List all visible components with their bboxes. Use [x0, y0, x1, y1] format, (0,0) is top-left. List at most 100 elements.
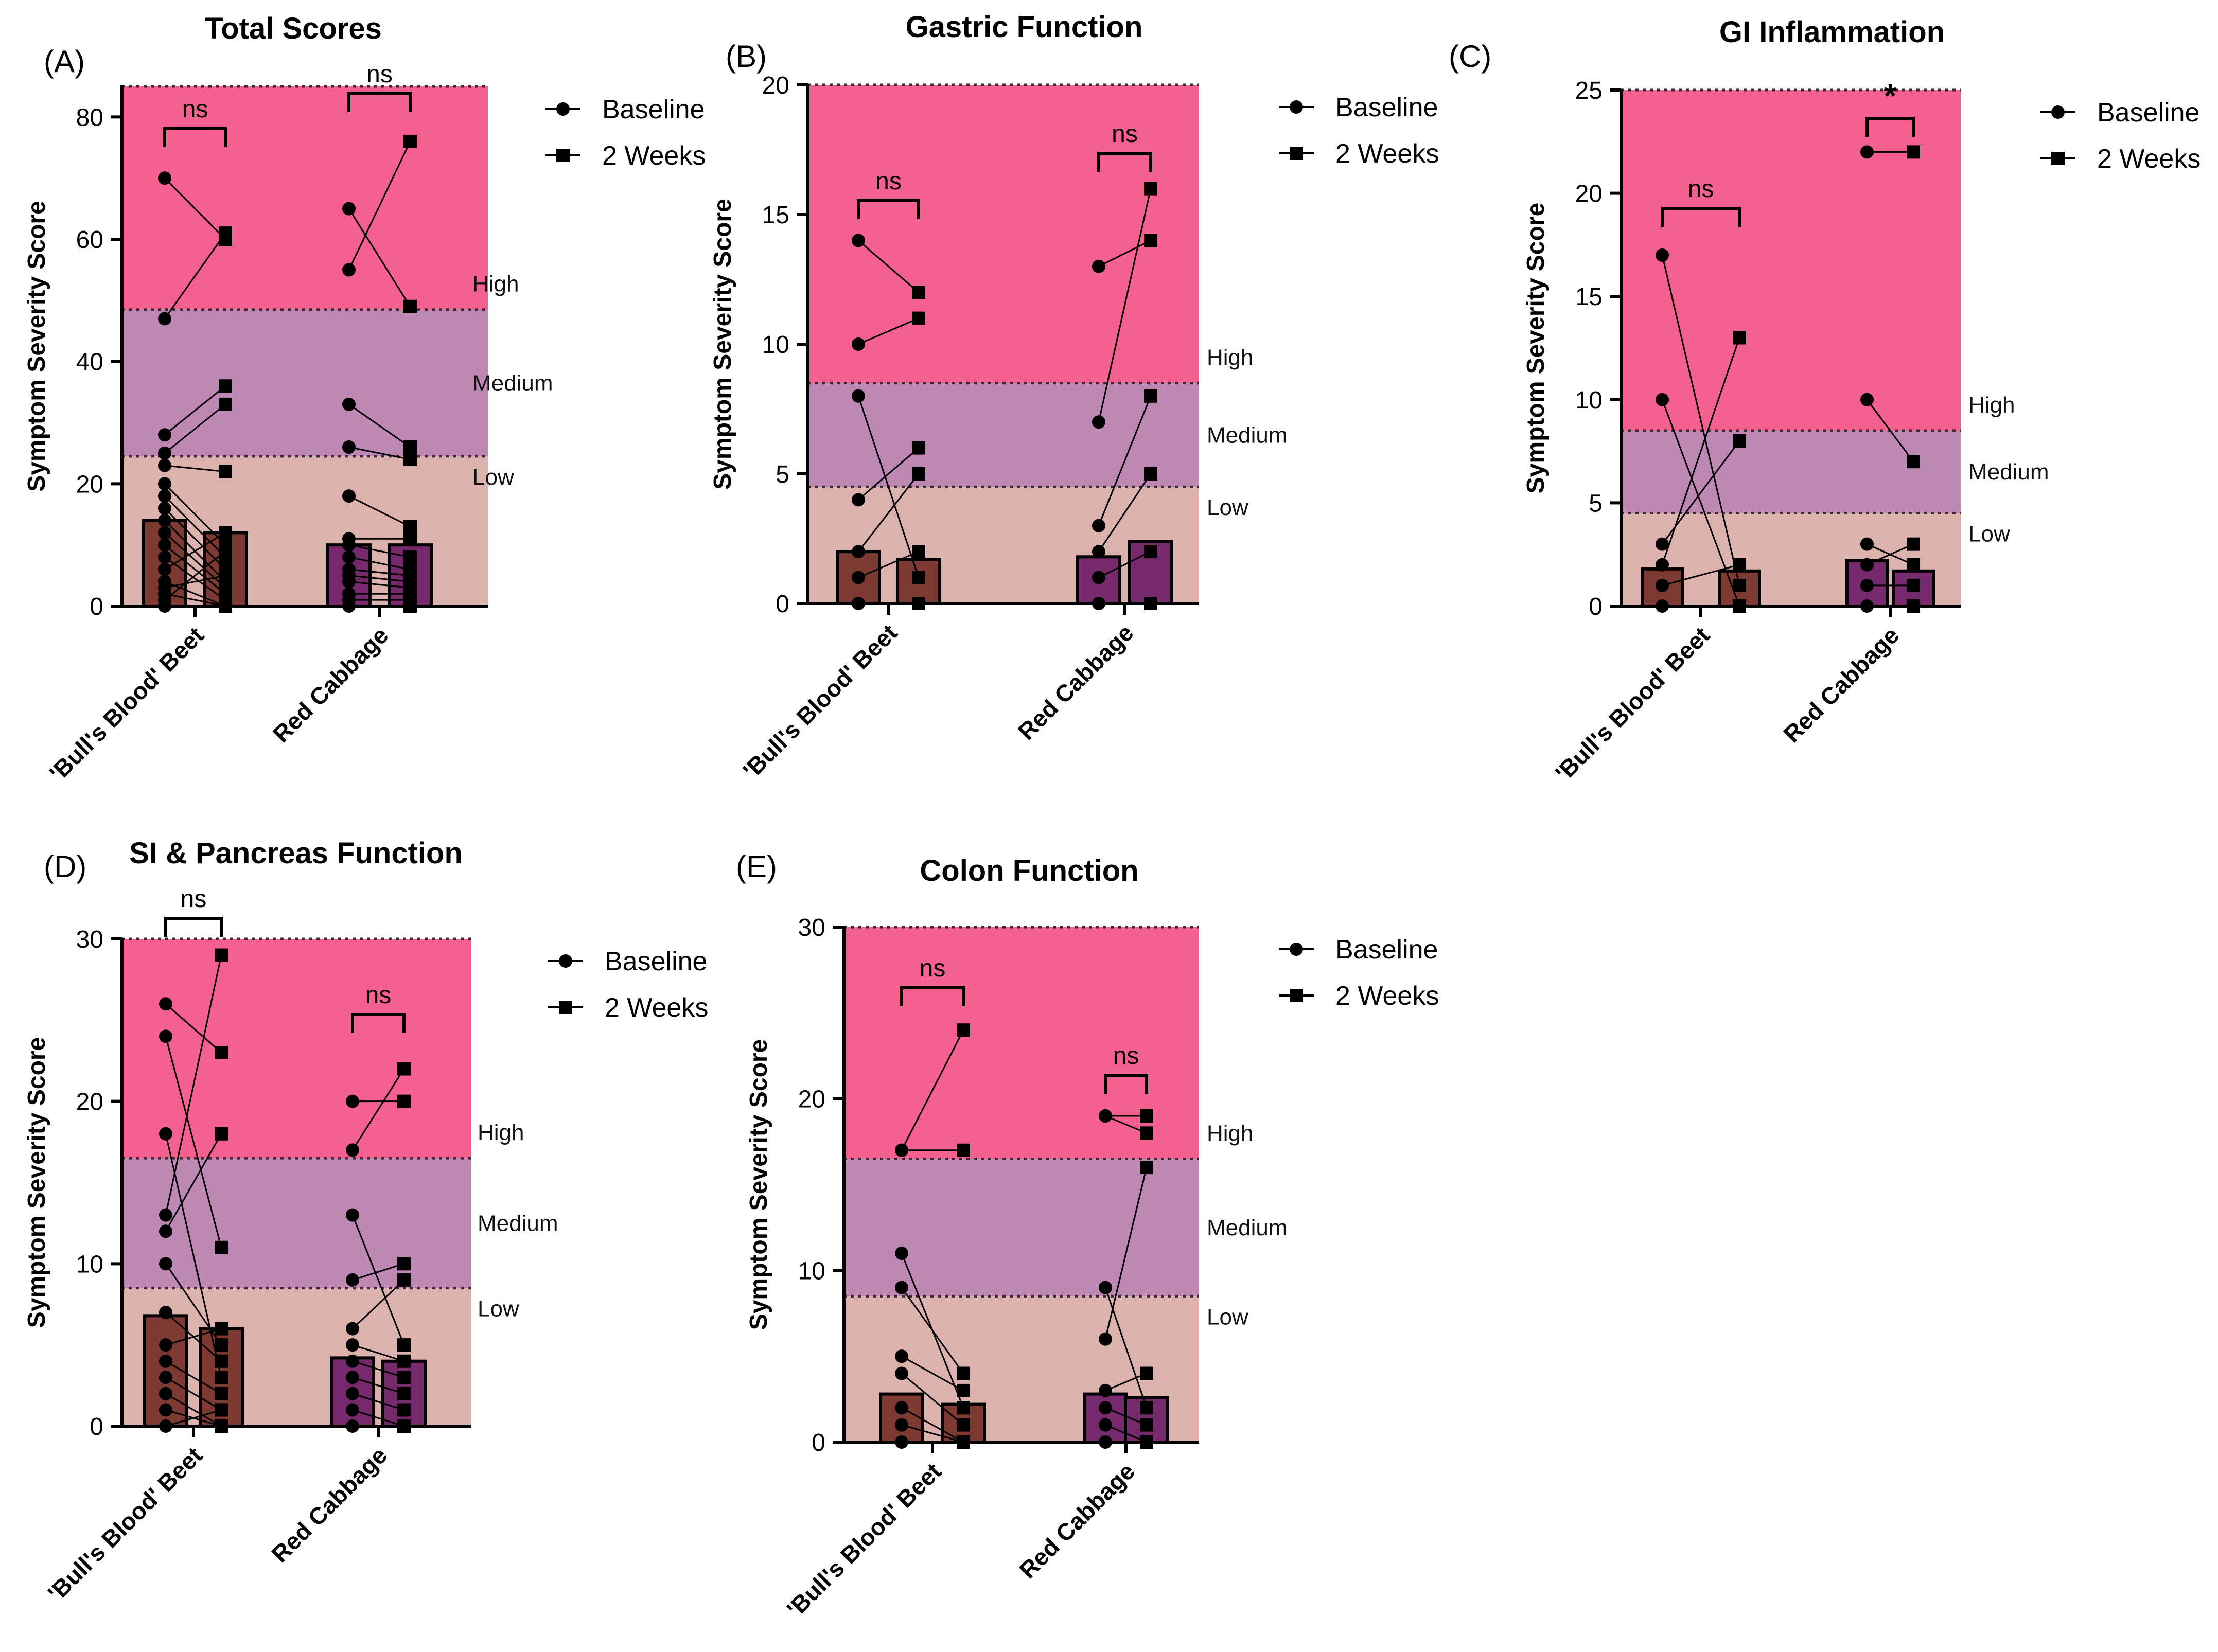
pair-line [901, 1287, 964, 1374]
baseline-point [852, 337, 865, 351]
two-weeks-point [1140, 1366, 1153, 1380]
low-label: Low [1207, 495, 1248, 520]
chart-panel: High Medium Low 0 20 40 60 80 'Bull's Blood' Bee… [23, 12, 706, 787]
chart-panel: High Medium Low 0 5 10 15 20 'Bull's Blood' Beet… [709, 10, 1439, 784]
pair-line [858, 317, 919, 345]
two-weeks-point [397, 1403, 411, 1417]
x-tick-label: 'Bull's Blood' Beet [737, 619, 902, 784]
pair-line [348, 495, 411, 527]
two-weeks-point [215, 1387, 228, 1400]
y-tick-label: 10 [762, 331, 789, 359]
two-weeks-point [215, 1338, 228, 1352]
significance-label: ns [1113, 1042, 1139, 1070]
baseline-point [1860, 393, 1874, 406]
y-axis-label: Symptom Severity Score [23, 201, 50, 492]
pair-line [901, 1373, 964, 1426]
legend-baseline-label: Baseline [605, 947, 707, 976]
y-tick-label: 25 [1575, 77, 1603, 104]
pair-line [351, 1215, 405, 1345]
baseline-point [1099, 1109, 1112, 1123]
baseline-point [1099, 1401, 1112, 1415]
pair-line [351, 1068, 405, 1151]
two-weeks-point [403, 134, 417, 148]
legend-two-weeks-label: 2 Weeks [1335, 981, 1439, 1011]
pair-line [1105, 1424, 1147, 1443]
x-tick-label: Red Cabbage [1778, 621, 1904, 748]
pair-line [1098, 550, 1151, 578]
medium-label: Medium [1968, 459, 2049, 485]
baseline-point [346, 1322, 359, 1336]
two-weeks-point [1144, 389, 1157, 403]
two-weeks-point [1907, 455, 1920, 469]
x-tick-label: 'Bull's Blood' Beet [1550, 621, 1715, 786]
baseline-legend-marker [1290, 943, 1303, 956]
legend-baseline-label: Baseline [1335, 935, 1438, 965]
pair-line [1098, 473, 1152, 553]
significance-label: ns [920, 955, 946, 982]
pair-line [1866, 399, 1914, 463]
pair-line [857, 396, 920, 578]
two-weeks-point [219, 226, 232, 240]
panel-label: (C) [1449, 39, 1491, 74]
pair-line [164, 465, 226, 473]
significance-bracket [900, 986, 965, 1006]
two-weeks-point [215, 1322, 228, 1336]
two-weeks-point [1733, 578, 1746, 592]
pair-line [901, 1424, 964, 1443]
two-weeks-point [1140, 1161, 1153, 1175]
baseline-point [159, 1127, 172, 1141]
two-weeks-point [1144, 467, 1157, 481]
two-weeks-point [219, 569, 232, 582]
baseline-point [158, 312, 171, 326]
pair-line [164, 177, 226, 240]
two-weeks-point [215, 1127, 228, 1141]
baseline-point [1656, 393, 1669, 406]
baseline-point [1099, 1418, 1112, 1432]
two-weeks-point [912, 311, 925, 325]
baseline-point [158, 171, 171, 185]
y-axis-label: Symptom Severity Score [709, 199, 736, 490]
two-weeks-point [1907, 537, 1920, 551]
baseline-point [159, 1354, 172, 1368]
high-severity-zone [844, 927, 1199, 1159]
pair-line [1661, 399, 1740, 607]
baseline-point [346, 1338, 359, 1352]
x-tick-label: 'Bull's Blood' Beet [782, 1458, 946, 1622]
baseline-point [342, 397, 356, 411]
panel-label: (A) [44, 44, 85, 79]
baseline-point [852, 493, 865, 507]
chart-title: Gastric Function [906, 10, 1143, 44]
significance-bracket [164, 917, 223, 937]
low-label: Low [1968, 521, 2010, 546]
two-weeks-point [215, 1371, 228, 1384]
baseline-legend-marker [1290, 100, 1303, 114]
high-label: High [478, 1120, 524, 1145]
x-tick-label: Red Cabbage [1013, 619, 1139, 745]
panel-label: (E) [736, 849, 777, 884]
medium-severity-zone [122, 1158, 471, 1288]
baseline-point [159, 1208, 172, 1222]
y-tick-label: 60 [76, 226, 103, 254]
two-weeks-point [215, 1354, 228, 1368]
baseline-point [158, 477, 171, 491]
baseline-point [158, 458, 171, 472]
legend-two-weeks-label: 2 Weeks [605, 993, 708, 1023]
pair-line [348, 544, 411, 558]
baseline-point [159, 997, 172, 1011]
baseline-point [1092, 415, 1105, 429]
baseline-point [346, 1387, 359, 1400]
significance-label: ns [1688, 175, 1714, 203]
baseline-point [342, 489, 356, 503]
baseline-point [158, 513, 171, 527]
baseline-point [159, 1387, 172, 1400]
chart-panel: High Medium Low 0 10 20 30 'Bull's Blood' Beet R… [23, 837, 708, 1607]
y-tick-label: 0 [1589, 593, 1603, 620]
low-label: Low [472, 465, 514, 490]
baseline-point [158, 428, 171, 442]
two-weeks-point [1907, 145, 1920, 159]
significance-bracket [1865, 117, 1915, 137]
y-tick-label: 0 [90, 593, 103, 620]
legend-baseline-label: Baseline [602, 95, 705, 125]
baseline-point [895, 1418, 908, 1432]
pair-line [164, 556, 226, 601]
